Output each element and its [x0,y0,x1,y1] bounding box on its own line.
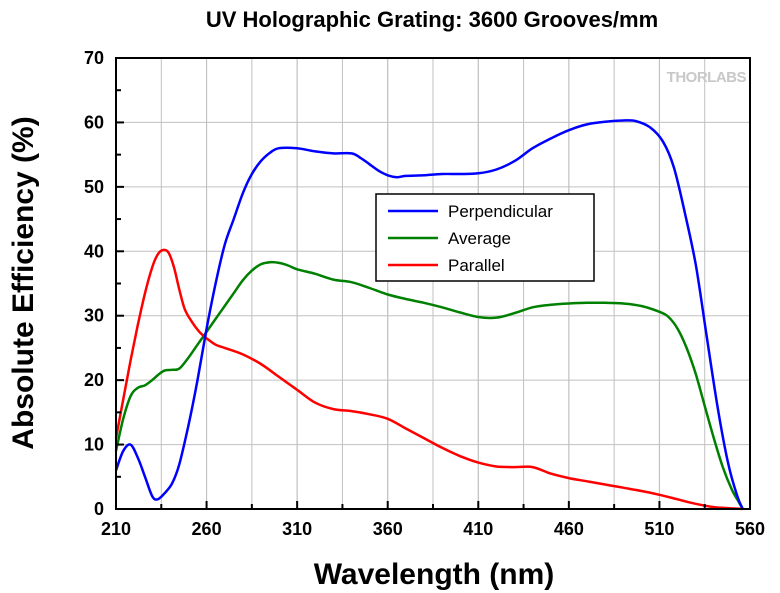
y-tick-label: 60 [84,112,104,132]
legend-label-parallel: Parallel [448,256,505,275]
y-tick-label: 40 [84,241,104,261]
y-tick-label: 10 [84,435,104,455]
x-tick-label: 360 [373,519,403,539]
x-axis-label: Wavelength (nm) [314,558,555,591]
series-line-parallel [114,248,743,511]
y-tick-label: 70 [84,48,104,68]
axis-ticks: 210 260 310 360 410 460 510 560 0 10 20 30 40 50 60 70 [84,48,765,539]
legend-label-perpendicular: Perpendicular [448,202,553,221]
grid [116,58,750,509]
y-tick-label: 20 [84,370,104,390]
series-lines [114,119,744,511]
legend-label-average: Average [448,229,511,248]
y-tick-label: 0 [94,499,104,519]
x-tick-label: 460 [554,519,584,539]
x-tick-label: 210 [101,519,131,539]
series-line-perpendicular [114,119,744,510]
y-axis-label: Absolute Efficiency (%) [7,116,40,449]
chart-title: UV Holographic Grating: 3600 Grooves/mm [206,7,658,32]
y-tick-label: 30 [84,306,104,326]
y-tick-label: 50 [84,177,104,197]
x-tick-label: 510 [644,519,674,539]
x-tick-label: 310 [282,519,312,539]
x-tick-label: 260 [192,519,222,539]
x-tick-label: 560 [735,519,765,539]
series-line-average [114,260,744,510]
x-tick-label: 410 [463,519,493,539]
watermark-logo: THORLABS [667,69,747,86]
legend: Perpendicular Average Parallel [375,193,595,282]
